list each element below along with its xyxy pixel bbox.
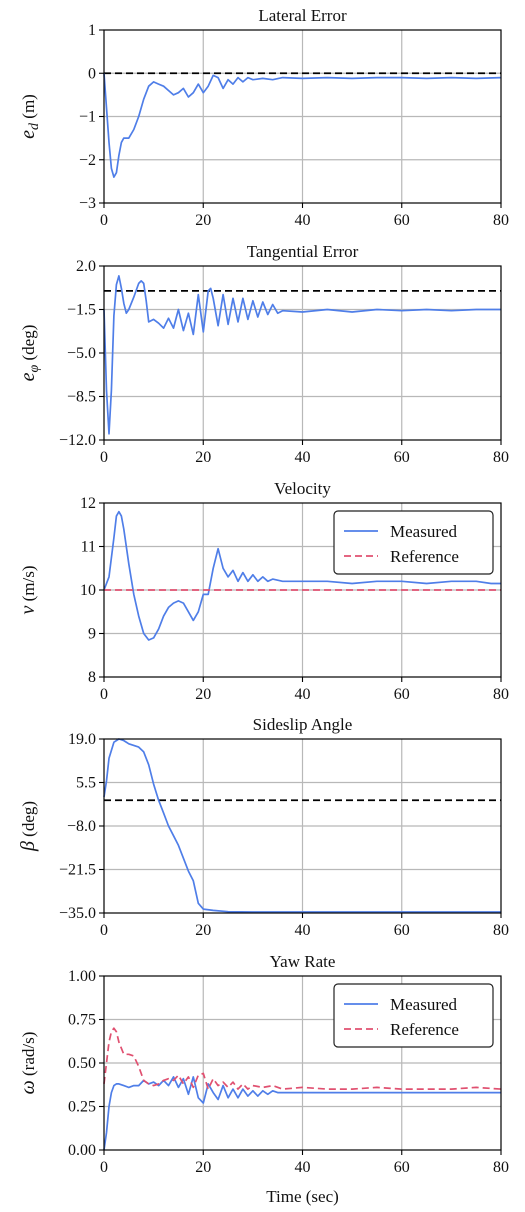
x-tick-label: 60: [394, 1159, 410, 1176]
y-axis-label-symbol: e: [17, 130, 39, 139]
chart-panel-4: Sideslip Angle 0 20 40 60 80 19.0 5.5 −8.0 −21.5 −…: [17, 715, 509, 939]
legend-label-reference: Reference: [390, 547, 459, 566]
y-tick-label: −8.5: [67, 389, 96, 406]
x-axis-label: Time (sec): [266, 1187, 339, 1206]
y-axis-label-unit: (rad/s): [19, 1032, 38, 1081]
y-tick-label: 8: [88, 669, 96, 686]
y-tick-label: 10: [80, 582, 96, 599]
x-tick-label: 60: [394, 212, 410, 229]
y-tick-label: 9: [88, 626, 96, 643]
y-tick-label: −21.5: [59, 862, 96, 879]
y-axis-label: β (deg): [17, 801, 39, 852]
x-tick-label: 40: [295, 212, 311, 229]
chart-title: Yaw Rate: [270, 952, 336, 971]
legend-label-reference: Reference: [390, 1020, 459, 1039]
chart-title: Lateral Error: [258, 6, 347, 25]
legend-label-measured: Measured: [390, 522, 458, 541]
legend-label-measured: Measured: [390, 995, 458, 1014]
y-tick-label: −3: [79, 195, 96, 212]
y-tick-label: −35.0: [59, 905, 96, 922]
chart-panel-5: Yaw Rate 0 20 40 60 80 1.00 0.75 0.50 0.25 0.00 ω (…: [17, 952, 509, 1206]
y-axis-label-symbol: β: [17, 841, 39, 852]
x-tick-label: 0: [100, 449, 108, 466]
y-tick-label: 12: [80, 495, 96, 512]
x-tick-label: 60: [394, 449, 410, 466]
y-axis-label: v (m/s): [17, 565, 39, 614]
x-tick-label: 80: [493, 686, 509, 703]
x-tick-label: 20: [195, 1159, 211, 1176]
y-axis-label-symbol: e: [17, 372, 39, 381]
chart-panel-3: Velocity 0 20 40 60 80 12 11 10 9 8 v (m/s) Measured…: [17, 479, 509, 703]
x-tick-label: 40: [295, 449, 311, 466]
y-tick-label: −1: [79, 109, 96, 126]
y-tick-label: 5.5: [76, 775, 96, 792]
series-line-measured: [103, 1076, 501, 1151]
x-tick-label: 40: [295, 1159, 311, 1176]
y-tick-label: 19.0: [68, 731, 96, 748]
x-tick-label: 80: [493, 1159, 509, 1176]
y-axis-label-unit: (m/s): [19, 565, 38, 605]
y-axis-label-symbol: v: [17, 606, 39, 615]
series-line-measured: [103, 73, 502, 178]
y-tick-label: −5.0: [67, 345, 96, 362]
x-tick-label: 0: [100, 922, 108, 939]
legend-box: [333, 983, 494, 1048]
x-tick-label: 60: [394, 922, 410, 939]
y-tick-label: 1.00: [68, 968, 96, 985]
legend-box: [333, 510, 494, 575]
x-tick-label: 80: [493, 922, 509, 939]
y-axis-label: ω (rad/s): [17, 1032, 39, 1095]
chart-panel-1: Lateral Error 0 20 40 60 80 1 0 −1 −2 −3 ed (m): [17, 6, 509, 229]
y-axis-label: ed (m): [17, 94, 42, 139]
x-tick-label: 0: [100, 686, 108, 703]
x-tick-label: 20: [195, 922, 211, 939]
y-tick-label: 11: [81, 539, 96, 556]
x-tick-label: 0: [100, 1159, 108, 1176]
y-tick-label: −2: [79, 152, 96, 169]
legend: Measured Reference: [333, 510, 494, 575]
x-tick-label: 0: [100, 212, 108, 229]
y-axis-label-symbol: ω: [17, 1080, 39, 1094]
y-tick-label: 0: [88, 65, 96, 82]
x-tick-label: 60: [394, 686, 410, 703]
chart-title: Velocity: [274, 479, 331, 498]
y-tick-label: 0.00: [68, 1142, 96, 1159]
y-tick-label: 0.25: [68, 1099, 96, 1116]
y-axis-label-unit: (m): [19, 94, 38, 123]
y-axis-label-unit: (deg): [19, 801, 38, 841]
x-tick-label: 40: [295, 922, 311, 939]
y-axis-label-unit: (deg): [19, 325, 38, 365]
x-tick-label: 40: [295, 686, 311, 703]
x-tick-label: 20: [195, 686, 211, 703]
series-line-measured: [103, 275, 501, 435]
chart-title: Sideslip Angle: [253, 715, 353, 734]
y-tick-label: 2.0: [76, 258, 96, 275]
x-tick-label: 80: [493, 212, 509, 229]
series-line-measured: [103, 738, 501, 913]
y-tick-label: 0.50: [68, 1055, 96, 1072]
legend: Measured Reference: [333, 983, 494, 1048]
y-axis-label-subscript: φ: [27, 364, 42, 372]
x-tick-label: 20: [195, 449, 211, 466]
x-tick-label: 20: [195, 212, 211, 229]
y-tick-label: 0.75: [68, 1012, 96, 1029]
y-tick-label: 1: [88, 22, 96, 39]
y-axis-label-subscript: d: [27, 122, 42, 130]
y-tick-label: −8.0: [67, 818, 96, 835]
chart-title: Tangential Error: [247, 242, 359, 261]
x-tick-label: 80: [493, 449, 509, 466]
y-tick-label: −12.0: [59, 432, 96, 449]
chart-panel-2: Tangential Error 0 20 40 60 80 2.0 −1.5 −5.0 −8.5…: [17, 242, 509, 466]
y-tick-label: −1.5: [67, 302, 96, 319]
y-axis-label: eφ (deg): [17, 325, 42, 382]
